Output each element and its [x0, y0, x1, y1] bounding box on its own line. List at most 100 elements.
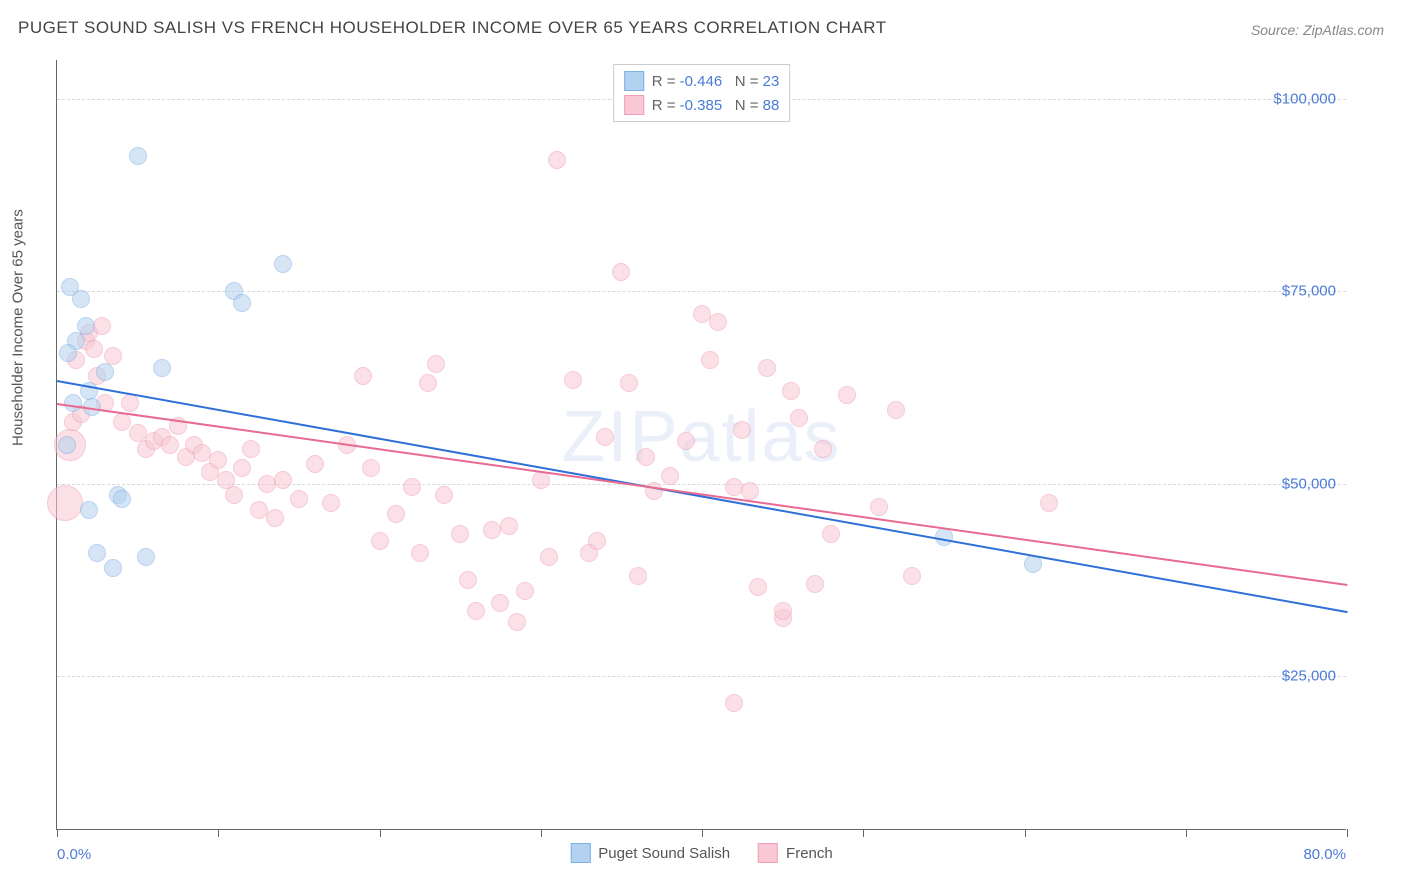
x-tick [863, 829, 864, 837]
data-point [411, 544, 429, 562]
data-point [306, 455, 324, 473]
data-point [72, 290, 90, 308]
data-point [508, 613, 526, 631]
gridline [57, 484, 1346, 485]
data-point [725, 694, 743, 712]
x-axis-min-label: 0.0% [57, 846, 91, 863]
gridline [57, 291, 1346, 292]
data-point [564, 371, 582, 389]
legend-swatch [758, 843, 778, 863]
x-tick [1186, 829, 1187, 837]
y-tick-label: $100,000 [1273, 90, 1336, 107]
data-point [104, 559, 122, 577]
data-point [427, 355, 445, 373]
data-point [233, 459, 251, 477]
data-point [709, 313, 727, 331]
x-tick [541, 829, 542, 837]
data-point [774, 602, 792, 620]
data-point [637, 448, 655, 466]
data-point [85, 340, 103, 358]
trend-line [57, 403, 1347, 586]
data-point [242, 440, 260, 458]
legend-stat-row: R = -0.446 N = 23 [624, 69, 780, 93]
legend-correlation-box: R = -0.446 N = 23 R = -0.385 N = 88 [613, 64, 791, 122]
data-point [540, 548, 558, 566]
data-point [93, 317, 111, 335]
legend-series-item: French [758, 843, 833, 863]
data-point [225, 486, 243, 504]
x-tick [1025, 829, 1026, 837]
data-point [64, 394, 82, 412]
data-point [113, 413, 131, 431]
data-point [749, 578, 767, 596]
data-point [806, 575, 824, 593]
data-point [516, 582, 534, 600]
data-point [113, 490, 131, 508]
data-point [58, 436, 76, 454]
data-point [121, 394, 139, 412]
data-point [137, 548, 155, 566]
data-point [403, 478, 421, 496]
data-point [782, 382, 800, 400]
legend-swatch [624, 95, 644, 115]
data-point [88, 544, 106, 562]
data-point [129, 147, 147, 165]
data-point [725, 478, 743, 496]
data-point [733, 421, 751, 439]
plot-area: ZIPatlas R = -0.446 N = 23R = -0.385 N =… [56, 60, 1346, 830]
legend-swatch [624, 71, 644, 91]
data-point [354, 367, 372, 385]
data-point [1040, 494, 1058, 512]
data-point [629, 567, 647, 585]
data-point [548, 151, 566, 169]
data-point [467, 602, 485, 620]
x-tick [380, 829, 381, 837]
legend-series: Puget Sound Salish French [570, 843, 832, 863]
x-axis-max-label: 80.0% [1303, 846, 1346, 863]
data-point [758, 359, 776, 377]
data-point [596, 428, 614, 446]
data-point [677, 432, 695, 450]
x-tick [1347, 829, 1348, 837]
legend-stat-text: R = -0.385 N = 88 [652, 97, 780, 114]
y-tick-label: $25,000 [1282, 668, 1336, 685]
y-axis-title: Householder Income Over 65 years [10, 209, 27, 446]
data-point [96, 363, 114, 381]
data-point [266, 509, 284, 527]
data-point [838, 386, 856, 404]
source-attribution: Source: ZipAtlas.com [1251, 22, 1384, 38]
data-point [80, 501, 98, 519]
x-tick [218, 829, 219, 837]
data-point [233, 294, 251, 312]
data-point [491, 594, 509, 612]
data-point [870, 498, 888, 516]
data-point [209, 451, 227, 469]
data-point [661, 467, 679, 485]
data-point [790, 409, 808, 427]
data-point [153, 359, 171, 377]
data-point [274, 255, 292, 273]
data-point [435, 486, 453, 504]
data-point [701, 351, 719, 369]
legend-stat-text: R = -0.446 N = 23 [652, 73, 780, 90]
data-point [903, 567, 921, 585]
x-tick [57, 829, 58, 837]
data-point [459, 571, 477, 589]
legend-series-label: French [786, 845, 833, 862]
data-point [451, 525, 469, 543]
data-point [290, 490, 308, 508]
trend-line [57, 380, 1347, 613]
data-point [362, 459, 380, 477]
data-point [47, 485, 83, 521]
data-point [500, 517, 518, 535]
data-point [59, 344, 77, 362]
data-point [77, 317, 95, 335]
data-point [620, 374, 638, 392]
data-point [1024, 555, 1042, 573]
y-tick-label: $75,000 [1282, 283, 1336, 300]
data-point [588, 532, 606, 550]
legend-series-item: Puget Sound Salish [570, 843, 730, 863]
data-point [161, 436, 179, 454]
data-point [741, 482, 759, 500]
legend-series-label: Puget Sound Salish [598, 845, 730, 862]
